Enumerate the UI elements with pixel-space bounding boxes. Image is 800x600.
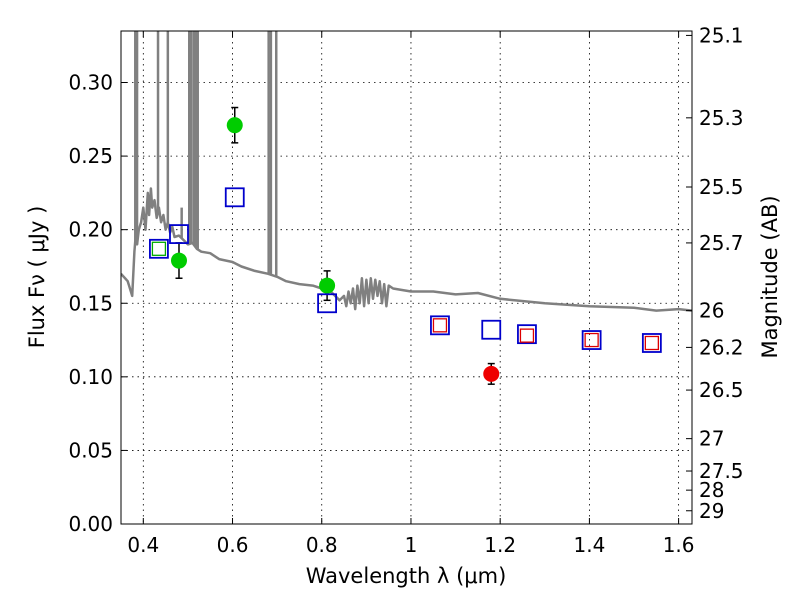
x-tick-label: 1.6 — [663, 533, 695, 557]
spectrum-layer — [121, 31, 692, 312]
observed-red-point — [483, 365, 500, 382]
model-photometry-marker — [430, 315, 450, 336]
small-open-red-marker — [644, 335, 660, 351]
y-tick-label: 0.10 — [68, 365, 113, 389]
small-open-red-marker — [432, 318, 448, 333]
x-tick-label: 1.2 — [484, 533, 516, 557]
model-photometry-marker — [149, 238, 169, 259]
plot-frame — [120, 30, 693, 525]
observed-detections-point — [170, 252, 187, 269]
model-photometry-marker — [641, 333, 662, 353]
small-open-red-marker — [519, 328, 535, 343]
y2-tick-label: 26.5 — [699, 378, 744, 402]
y-tick-label: 0.30 — [68, 71, 113, 95]
y-tick-label: 0.15 — [68, 291, 113, 315]
observed-detections-point — [226, 117, 243, 134]
model-photometry-marker — [317, 293, 337, 314]
y2-tick-label: 26.2 — [699, 335, 744, 359]
small-open-green-marker — [151, 241, 167, 256]
model-sed-line — [121, 187, 692, 312]
plot-background — [121, 31, 692, 524]
x-tick-label: 1.4 — [573, 533, 605, 557]
x-tick-label: 0.8 — [306, 533, 338, 557]
y-tick-label: 0.20 — [68, 218, 113, 242]
x-axis-title: Wavelength λ (μm) — [306, 564, 507, 588]
y-tick-label: 0.00 — [68, 512, 113, 536]
x-tick-label: 0.6 — [217, 533, 249, 557]
y-tick-label: 0.05 — [68, 438, 113, 462]
y2-tick-label: 26 — [699, 299, 724, 323]
x-tick-label: 1 — [405, 533, 418, 557]
y2-tick-label: 28 — [699, 478, 724, 502]
observed-detections-point — [319, 277, 336, 294]
model-photometry-marker — [481, 319, 502, 340]
y2-tick-label: 25.1 — [699, 23, 744, 47]
model-photometry-marker — [517, 324, 537, 345]
ticks: 0.4 0.6 0.8 1 1.2 1.4 1.6 0.00 0.05 0.10 0.15 0.20 0… — [68, 23, 743, 557]
y-axis-title: Flux Fν ( μJy ) — [25, 206, 49, 349]
marker-layer — [149, 106, 662, 385]
y2-tick-label: 29 — [699, 499, 724, 523]
model-photometry-marker — [169, 224, 189, 244]
y2-tick-label: 25.7 — [699, 231, 744, 255]
small-open-red-marker — [584, 332, 599, 348]
y2-axis-title: Magnitude (AB) — [758, 195, 782, 358]
model-photometry-marker — [224, 187, 245, 208]
y2-tick-label: 25.5 — [699, 175, 744, 199]
y-tick-label: 0.25 — [68, 144, 113, 168]
model-photometry-marker — [581, 330, 602, 350]
x-tick-label: 0.4 — [127, 533, 159, 557]
y2-tick-label: 27 — [699, 427, 724, 451]
y2-tick-label: 27.5 — [699, 459, 744, 483]
y2-tick-label: 25.3 — [699, 106, 744, 130]
